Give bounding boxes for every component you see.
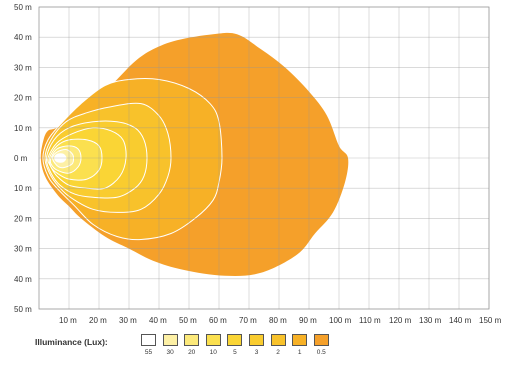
y-tick-label: 10 m — [14, 184, 32, 193]
legend-label: 3 — [254, 349, 259, 356]
y-tick-label: 20 m — [14, 214, 32, 223]
y-tick-label: 50 m — [14, 305, 32, 314]
grid-layer — [38, 6, 490, 310]
x-tick-label: 20 m — [89, 316, 107, 325]
x-tick-label: 110 m — [359, 316, 381, 325]
legend-swatch-30 — [162, 334, 178, 346]
legend-swatch-0.5 — [313, 334, 329, 346]
x-tick-label: 90 m — [299, 316, 317, 325]
y-tick-label: 20 m — [14, 94, 32, 103]
x-tick-label: 10 m — [59, 316, 77, 325]
y-tick-label: 40 m — [14, 33, 32, 42]
x-tick-label: 140 m — [449, 316, 472, 325]
x-tick-label: 30 m — [119, 316, 137, 325]
x-tick-label: 120 m — [389, 316, 412, 325]
y-tick-label: 10 m — [14, 124, 32, 133]
legend-label: 30 — [166, 349, 174, 356]
legend-title: Illuminance (Lux): — [35, 337, 108, 347]
legend-label: 55 — [144, 349, 153, 356]
y-tick-label: 30 m — [14, 245, 32, 254]
contour-layer — [40, 32, 349, 277]
legend-label: 5 — [233, 349, 237, 356]
x-tick-label: 50 m — [179, 316, 197, 325]
legend-swatch-1 — [292, 334, 308, 346]
tick-layer: 10 m 20 m 30 m 40 m 50 m 60 m 70 m 80 m 90 m 100 … — [14, 3, 502, 325]
legend-label: 0.5 — [316, 349, 326, 356]
x-tick-label: 70 m — [239, 316, 257, 325]
legend-swatch-2 — [270, 334, 286, 346]
x-tick-label: 60 m — [209, 316, 227, 325]
x-tick-label: 130 m — [419, 316, 442, 325]
x-tick-label: 150 m — [479, 316, 502, 325]
legend-swatch-10 — [205, 334, 221, 346]
legend-swatch-20 — [184, 334, 200, 346]
x-tick-label: 100 m — [329, 316, 352, 325]
x-tick-label: 40 m — [149, 316, 167, 325]
legend-label: 1 — [297, 349, 302, 356]
legend-label: 10 — [209, 349, 217, 356]
legend-swatch-5 — [227, 334, 243, 346]
legend-label: 20 — [188, 349, 196, 356]
y-tick-label: 30 m — [14, 63, 32, 72]
plot-frame — [38, 6, 490, 310]
x-tick-label: 80 m — [269, 316, 287, 325]
legend-swatch-3 — [249, 334, 264, 346]
legend-label: 2 — [276, 349, 280, 356]
legend-swatch-55 — [141, 334, 156, 346]
y-tick-label: 50 m — [14, 3, 32, 12]
y-tick-label: 0 m — [14, 154, 28, 163]
y-tick-label: 40 m — [14, 275, 32, 284]
